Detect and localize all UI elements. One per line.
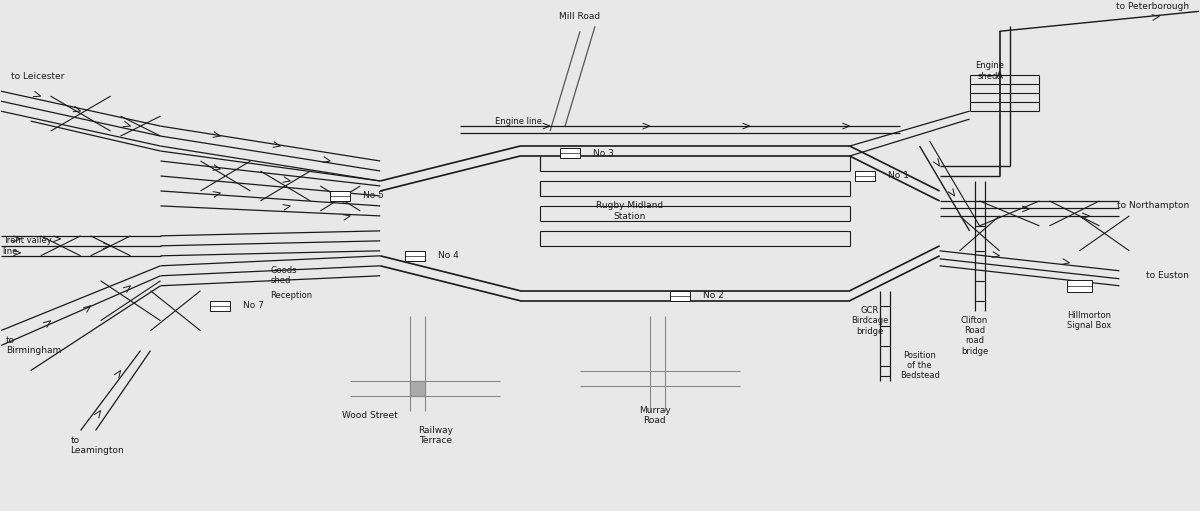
Bar [670, 291, 690, 301]
Text: to Leicester: to Leicester [11, 72, 64, 81]
Text: Engine
sheds: Engine sheds [976, 61, 1004, 81]
Text: to
Leamington: to Leamington [71, 436, 125, 455]
Text: Mill Road: Mill Road [559, 12, 600, 21]
Bar [854, 171, 875, 181]
Text: Rugby Midland
Station: Rugby Midland Station [596, 201, 664, 221]
Text: Hillmorton
Signal Box: Hillmorton Signal Box [1067, 311, 1111, 331]
Text: Reception: Reception [270, 291, 312, 300]
Text: Clifton
Road
road
bridge: Clifton Road road bridge [961, 316, 988, 356]
Text: Position
of the
Bedstead: Position of the Bedstead [900, 351, 940, 381]
Bar [1067, 280, 1092, 292]
Text: to Peterborough: to Peterborough [1116, 2, 1189, 11]
Bar [560, 148, 580, 158]
Text: No 4: No 4 [438, 251, 458, 260]
Bar [406, 251, 425, 261]
Text: Wood Street: Wood Street [342, 411, 398, 420]
Text: to Euston: to Euston [1146, 271, 1189, 280]
Text: No 3: No 3 [593, 149, 614, 157]
Text: to
Birmingham: to Birmingham [6, 336, 61, 355]
Text: GCR
Birdcage
bridge: GCR Birdcage bridge [851, 306, 888, 336]
Text: Railway
Terrace: Railway Terrace [418, 426, 452, 445]
Text: to Northampton: to Northampton [1117, 201, 1189, 211]
Text: Murray
Road: Murray Road [640, 406, 671, 425]
Text: No 1: No 1 [888, 172, 908, 180]
Bar [330, 191, 350, 201]
Text: Engine line: Engine line [496, 117, 542, 126]
Bar [210, 301, 230, 311]
Text: No 5: No 5 [364, 192, 384, 200]
Text: No 7: No 7 [244, 301, 264, 310]
Text: Trent valley
line: Trent valley line [2, 236, 52, 256]
Text: Goods
shed: Goods shed [270, 266, 296, 286]
Bar [410, 381, 425, 396]
Text: No 2: No 2 [703, 291, 724, 300]
